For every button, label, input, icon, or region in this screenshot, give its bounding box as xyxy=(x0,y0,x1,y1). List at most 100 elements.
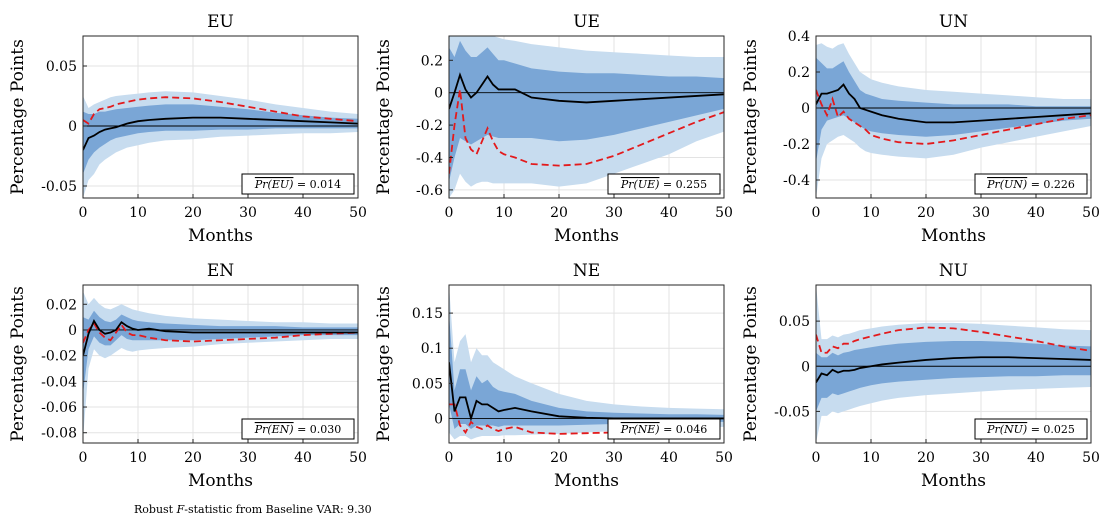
x-tick-label: 40 xyxy=(294,450,312,466)
inner-confidence-band xyxy=(449,313,724,429)
y-axis-label: Percentage Points xyxy=(8,39,28,195)
x-axis-label: Months xyxy=(188,471,253,491)
x-tick-label: 0 xyxy=(445,205,454,221)
median-response-line xyxy=(83,116,358,151)
x-tick-label: 20 xyxy=(550,205,568,221)
x-tick-label: 10 xyxy=(495,450,513,466)
x-tick-label: 30 xyxy=(972,205,990,221)
x-tick-label: 30 xyxy=(605,450,623,466)
x-tick-label: 10 xyxy=(129,450,147,466)
footnote-suffix: -statistic from Baseline VAR: 9.30 xyxy=(184,503,372,516)
x-tick-label: 0 xyxy=(812,205,821,221)
stat-value: = 0.025 xyxy=(1027,423,1075,436)
y-tick-label: 0 xyxy=(68,119,77,135)
stat-value: = 0.046 xyxy=(660,423,708,436)
panel-un: 0 10 20 30 40 50 -0.4 -0.2 0 0.2 0.4 UN Months Percen… xyxy=(741,12,1100,246)
panel-eu: 0 10 20 30 40 50-0.0500.05EUMonthsPercentage … xyxy=(8,12,367,246)
y-tick-label: 0.05 xyxy=(46,59,77,75)
footnote-prefix: Robust xyxy=(134,503,177,516)
y-tick-label: 0.1 xyxy=(421,341,443,357)
panel-ne: 0 10 20 30 40 50 0 0.05 0.1 0.15 NE Months Percentag… xyxy=(374,261,733,491)
median-response-line xyxy=(83,319,358,356)
x-axis-label: Months xyxy=(921,226,986,246)
panel-nu: 0 10 20 30 40 50 -0.05 0 0.05 NU Months Percentage … xyxy=(741,261,1100,491)
plot-area xyxy=(83,291,358,440)
stat-name: Pr(UE) xyxy=(620,178,660,191)
stat-text: Pr(UE) = 0.255 xyxy=(620,178,707,191)
x-tick-label: 0 xyxy=(812,450,821,466)
panel-en: 0 10 20 30 40 50 -0.08 -0.06 -0.04 -0.02 0 0.02 EN Mo… xyxy=(8,261,367,491)
y-tick-label: 0.15 xyxy=(412,306,443,322)
x-tick-label: 0 xyxy=(445,450,454,466)
y-tick-label: -0.4 xyxy=(416,151,443,167)
y-tick-label: -0.06 xyxy=(41,400,77,416)
x-tick-label: 30 xyxy=(239,205,257,221)
y-tick-label: -0.4 xyxy=(783,173,810,189)
stat-value: = 0.255 xyxy=(659,178,707,191)
stat-text: Pr(NE) = 0.046 xyxy=(620,423,708,436)
x-tick-label: 40 xyxy=(294,205,312,221)
panel-title: NE xyxy=(573,261,600,281)
stat-box: Pr(NE) = 0.046 xyxy=(607,418,721,440)
outer-confidence-band xyxy=(83,291,358,440)
x-axis-label: Months xyxy=(921,471,986,491)
y-tick-label: 0.2 xyxy=(788,65,810,81)
median-response-line xyxy=(449,362,724,422)
stat-name: Pr(EN) xyxy=(254,423,294,436)
inner-confidence-band xyxy=(83,310,358,395)
y-tick-label: 0 xyxy=(434,86,443,102)
plot-area xyxy=(449,36,724,198)
y-axis-label: Percentage Points xyxy=(374,39,394,195)
x-tick-label: 30 xyxy=(605,205,623,221)
y-axis-label: Percentage Points xyxy=(8,286,28,442)
stat-box: Pr(UE) = 0.255 xyxy=(607,173,721,195)
stat-name: Pr(EU) xyxy=(254,178,294,191)
stat-value: = 0.030 xyxy=(294,423,342,436)
stat-text: Pr(UN) = 0.226 xyxy=(986,178,1075,191)
x-tick-label: 10 xyxy=(862,205,880,221)
x-axis-label: Months xyxy=(188,226,253,246)
x-tick-label: 20 xyxy=(184,450,202,466)
plot-area xyxy=(816,285,1091,443)
x-tick-label: 10 xyxy=(129,205,147,221)
footnote-f-variable: F xyxy=(176,503,185,516)
x-tick-label: 50 xyxy=(1082,450,1100,466)
x-tick-label: 50 xyxy=(349,450,367,466)
x-tick-label: 40 xyxy=(660,450,678,466)
y-tick-label: -0.05 xyxy=(774,404,810,420)
x-tick-label: 50 xyxy=(349,205,367,221)
x-tick-label: 10 xyxy=(495,205,513,221)
stat-name: Pr(NU) xyxy=(986,423,1027,436)
stat-box-frame xyxy=(607,418,721,440)
stat-box-frame xyxy=(241,418,355,440)
x-tick-label: 0 xyxy=(79,205,88,221)
y-tick-label: 0.02 xyxy=(46,297,77,313)
y-tick-label: 0.2 xyxy=(421,53,443,69)
y-tick-label: 0 xyxy=(801,101,810,117)
axes-frame xyxy=(815,284,1092,444)
y-tick-label: 0.05 xyxy=(779,314,810,330)
x-tick-label: 20 xyxy=(917,450,935,466)
y-axis-label: Percentage Points xyxy=(741,39,761,195)
axes-frame xyxy=(815,35,1092,199)
stat-box: Pr(UN) = 0.226 xyxy=(974,173,1088,195)
footnote: Robust F-statistic from Baseline VAR: 9.… xyxy=(134,503,372,516)
inner-confidence-band xyxy=(816,57,1091,162)
x-tick-label: 50 xyxy=(715,450,733,466)
x-tick-label: 30 xyxy=(239,450,257,466)
y-tick-label: -0.08 xyxy=(41,426,77,442)
x-tick-label: 0 xyxy=(79,450,88,466)
panel-title: UE xyxy=(573,12,600,32)
stat-text: Pr(NU) = 0.025 xyxy=(986,423,1075,436)
y-tick-label: 0 xyxy=(801,359,810,375)
y-tick-label: 0.4 xyxy=(788,29,810,45)
median-response-line xyxy=(449,72,724,110)
stat-box-frame xyxy=(974,173,1088,195)
x-tick-label: 50 xyxy=(1082,205,1100,221)
plot-area xyxy=(449,285,724,440)
x-tick-label: 10 xyxy=(862,450,880,466)
y-tick-label: 0.05 xyxy=(412,376,443,392)
y-tick-label: 0 xyxy=(68,323,77,339)
stat-value: = 0.014 xyxy=(293,178,341,191)
y-axis-label: Percentage Points xyxy=(374,286,394,442)
